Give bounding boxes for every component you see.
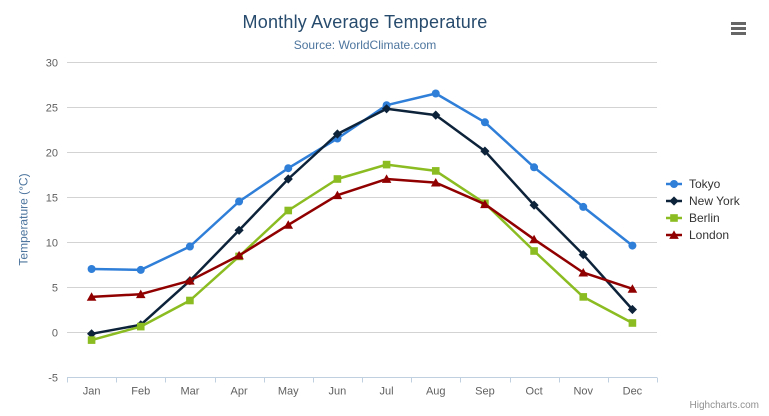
yaxis-tick-label: 20 bbox=[46, 148, 58, 160]
data-point-london[interactable] bbox=[578, 268, 589, 277]
legend-label: London bbox=[689, 227, 730, 242]
data-point-london[interactable] bbox=[430, 178, 441, 187]
xaxis-tick-label: Jul bbox=[380, 386, 394, 398]
export-menu-button[interactable] bbox=[731, 19, 751, 37]
xaxis-tick-label: Dec bbox=[623, 386, 643, 398]
xaxis-tick-label: Apr bbox=[231, 386, 248, 398]
legend-label: Tokyo bbox=[689, 176, 721, 191]
data-point-berlin[interactable] bbox=[431, 167, 440, 175]
xaxis-tick-label: Feb bbox=[131, 386, 150, 398]
data-point-london[interactable] bbox=[135, 289, 146, 299]
credits-link[interactable]: Highcharts.com bbox=[689, 400, 759, 411]
yaxis-tick-label: 30 bbox=[46, 58, 58, 70]
xaxis-tick-label: Oct bbox=[526, 386, 543, 398]
xaxis-tick-label: May bbox=[278, 386, 299, 398]
data-point-tokyo[interactable] bbox=[530, 163, 539, 172]
data-point-new-york[interactable] bbox=[283, 174, 293, 184]
data-point-berlin[interactable] bbox=[530, 247, 538, 255]
legend-marker-diamond-icon bbox=[666, 195, 682, 206]
xaxis-tick-label: Nov bbox=[573, 386, 593, 398]
series-line-new-york bbox=[90, 107, 634, 336]
data-point-new-york[interactable] bbox=[578, 250, 588, 260]
data-point-berlin[interactable] bbox=[333, 175, 342, 183]
data-point-london[interactable] bbox=[529, 234, 539, 244]
data-point-london[interactable] bbox=[86, 292, 97, 301]
yaxis-tick-label: 0 bbox=[52, 328, 58, 340]
data-point-london[interactable] bbox=[332, 190, 343, 200]
xaxis-tick-label: Aug bbox=[426, 386, 446, 398]
data-point-new-york[interactable] bbox=[431, 110, 441, 120]
data-point-new-york[interactable] bbox=[381, 104, 392, 114]
data-point-berlin[interactable] bbox=[628, 319, 637, 327]
yaxis-tick-label: 15 bbox=[46, 193, 58, 205]
series-line-berlin bbox=[90, 163, 634, 342]
data-point-tokyo[interactable] bbox=[136, 265, 145, 274]
xaxis-tick-label: Jan bbox=[83, 386, 101, 398]
data-point-london[interactable] bbox=[381, 174, 392, 183]
data-point-new-york[interactable] bbox=[627, 304, 638, 315]
title-block: Monthly Average Temperature Source: Worl… bbox=[0, 12, 730, 52]
data-point-tokyo[interactable] bbox=[579, 202, 588, 211]
data-point-berlin[interactable] bbox=[87, 336, 96, 344]
legend-item-london[interactable]: London bbox=[666, 226, 740, 243]
data-point-tokyo[interactable] bbox=[284, 164, 293, 173]
yaxis-tick-label: -5 bbox=[48, 373, 58, 385]
data-point-new-york[interactable] bbox=[332, 129, 343, 139]
hamburger-icon bbox=[731, 26, 746, 30]
data-point-tokyo[interactable] bbox=[87, 265, 96, 273]
data-point-berlin[interactable] bbox=[579, 293, 588, 301]
hamburger-icon bbox=[731, 21, 746, 25]
data-point-tokyo[interactable] bbox=[480, 118, 489, 127]
legend: Tokyo New York Berlin London bbox=[666, 175, 740, 243]
data-point-tokyo[interactable] bbox=[185, 242, 194, 251]
xaxis-tick-label: Mar bbox=[180, 386, 199, 398]
legend-label: Berlin bbox=[689, 210, 720, 225]
legend-item-new-york[interactable]: New York bbox=[666, 192, 740, 209]
data-point-berlin[interactable] bbox=[186, 296, 194, 305]
data-point-london[interactable] bbox=[234, 250, 244, 260]
data-point-london[interactable] bbox=[480, 199, 490, 209]
data-point-berlin[interactable] bbox=[382, 160, 391, 169]
data-point-london[interactable] bbox=[185, 276, 195, 285]
legend-item-tokyo[interactable]: Tokyo bbox=[666, 175, 740, 192]
data-point-berlin[interactable] bbox=[284, 206, 293, 215]
data-point-tokyo[interactable] bbox=[431, 89, 440, 98]
chart-title: Monthly Average Temperature bbox=[242, 12, 488, 32]
yaxis-title: Temperature (°C) bbox=[16, 173, 31, 266]
hamburger-icon bbox=[731, 31, 746, 35]
chart-subtitle: Source: WorldClimate.com bbox=[293, 38, 437, 52]
data-point-tokyo[interactable] bbox=[235, 197, 244, 206]
data-point-berlin[interactable] bbox=[136, 322, 145, 331]
legend-marker-square-icon bbox=[666, 213, 682, 222]
yaxis-tick-label: 25 bbox=[46, 103, 58, 115]
legend-marker-triangle-icon bbox=[666, 229, 682, 239]
data-point-new-york[interactable] bbox=[86, 329, 97, 339]
data-point-new-york[interactable] bbox=[234, 225, 244, 235]
data-point-london[interactable] bbox=[627, 284, 638, 293]
yaxis-tick-label: 10 bbox=[46, 238, 58, 250]
data-point-london[interactable] bbox=[283, 220, 294, 229]
data-point-tokyo[interactable] bbox=[628, 241, 637, 250]
legend-marker-circle-icon bbox=[666, 179, 682, 188]
yaxis-tick-label: 5 bbox=[52, 283, 58, 295]
xaxis-tick-label: Jun bbox=[329, 386, 347, 398]
legend-label: New York bbox=[689, 193, 740, 208]
legend-item-berlin[interactable]: Berlin bbox=[666, 209, 740, 226]
series-line-london bbox=[90, 177, 634, 299]
series-line-tokyo bbox=[90, 92, 634, 272]
data-point-new-york[interactable] bbox=[480, 146, 490, 156]
xaxis-tick-label: Sep bbox=[475, 386, 495, 398]
data-point-new-york[interactable] bbox=[529, 200, 539, 210]
